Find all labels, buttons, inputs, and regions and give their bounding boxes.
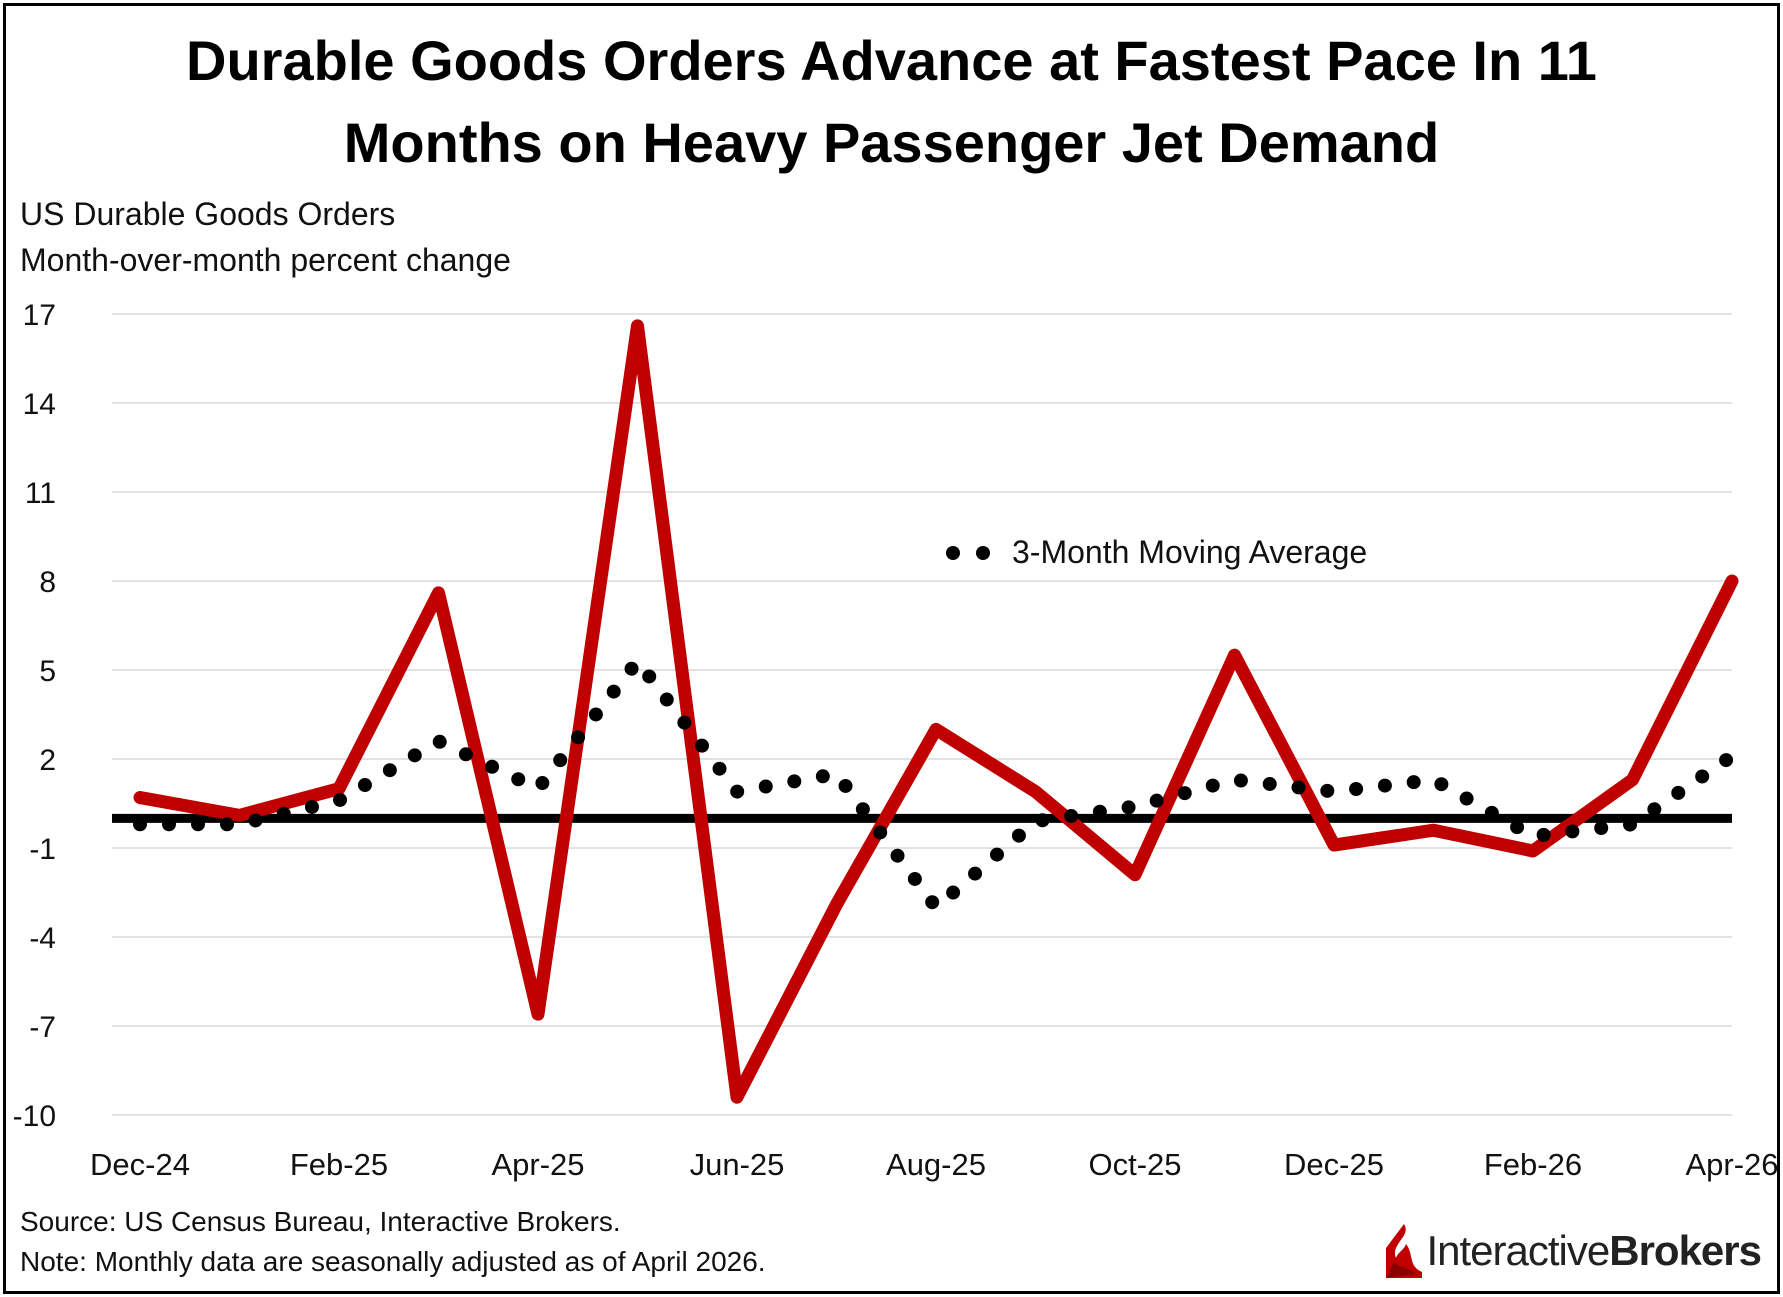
logo-wordmark: InteractiveBrokers	[1426, 1227, 1762, 1275]
y-tick-label: 11	[25, 477, 56, 510]
legend-dot	[976, 546, 990, 560]
x-tick-label: Oct-25	[1088, 1147, 1181, 1182]
subtitle-line-2: Month-over-month percent change	[20, 242, 511, 278]
logo-text-brokers: Brokers	[1609, 1227, 1762, 1274]
y-tick-label: -10	[13, 1100, 56, 1133]
logo-text-interactive: Interactive	[1426, 1227, 1610, 1274]
y-tick-label: 14	[23, 388, 56, 421]
title-line-2: Months on Heavy Passenger Jet Demand	[343, 111, 1440, 174]
x-tick-label: Jun-25	[690, 1147, 785, 1182]
x-tick-label: Apr-26	[1685, 1147, 1778, 1182]
title-line-1: Durable Goods Orders Advance at Fastest …	[186, 29, 1597, 92]
x-tick-label: Apr-25	[491, 1147, 584, 1182]
source-note: Source: US Census Bureau, Interactive Br…	[20, 1206, 621, 1237]
x-tick-label: Feb-25	[290, 1147, 388, 1182]
y-tick-label: 2	[39, 744, 56, 777]
y-tick-label: -7	[29, 1011, 56, 1044]
footnote: Note: Monthly data are seasonally adjust…	[20, 1246, 766, 1277]
x-tick-label: Dec-25	[1284, 1147, 1384, 1182]
chart-frame	[3, 3, 1780, 1294]
chart-title: Durable Goods Orders Advance at Fastest …	[0, 20, 1783, 184]
x-tick-label: Feb-26	[1484, 1147, 1582, 1182]
y-tick-label: 17	[23, 299, 56, 332]
durable-goods-series-line	[133, 319, 1739, 1104]
y-tick-label: 5	[39, 655, 56, 688]
legend-label: 3-Month Moving Average	[1012, 534, 1367, 570]
x-tick-label: Dec-24	[90, 1147, 190, 1182]
legend-dot	[946, 546, 960, 560]
y-tick-label: 8	[39, 566, 56, 599]
subtitle-line-1: US Durable Goods Orders	[20, 196, 396, 232]
y-tick-label: -1	[29, 833, 56, 866]
interactive-brokers-logo: InteractiveBrokers	[1382, 1221, 1762, 1281]
ib-flame-icon	[1386, 1224, 1423, 1278]
x-tick-label: Aug-25	[886, 1147, 986, 1182]
y-tick-label: -4	[29, 922, 56, 955]
